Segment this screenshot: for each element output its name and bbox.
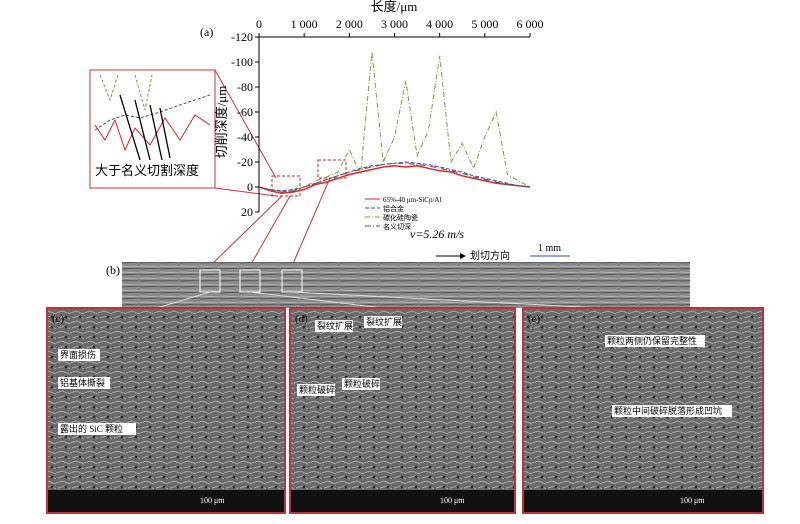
y-tick-label: -120 [231, 30, 253, 44]
panel-label: (e) [528, 313, 541, 325]
note-box [58, 349, 100, 361]
panel-d: 100 μm (d) 裂纹扩展 裂纹扩展 颗粒破碎 颗粒破碎 [289, 307, 516, 514]
direction-arrow [460, 253, 466, 259]
x-tick-label: 6 000 [517, 17, 544, 31]
highlight-box [317, 159, 347, 179]
y-tick-label: -80 [237, 80, 253, 94]
inset-curve [94, 114, 211, 152]
note: 裂纹扩展 [317, 320, 353, 331]
note: 颗粒中间破碎脱落形成凹坑 [614, 405, 722, 416]
x-tick-label: 2 000 [336, 17, 363, 31]
x-tick-label: 1 000 [291, 17, 318, 31]
x-tick-label: 4 000 [426, 17, 453, 31]
series-line [258, 165, 531, 195]
note: 颗粒破碎 [299, 384, 335, 395]
panel-label: (a) [200, 25, 213, 39]
note: 颗粒破碎 [344, 378, 380, 389]
link-line [249, 195, 291, 267]
note-box [58, 377, 110, 389]
note-box [58, 423, 136, 435]
legend-label: 铝合金 [383, 204, 404, 213]
y-tick-label: 0 [247, 180, 253, 194]
zoom-line [214, 187, 277, 197]
x-tick-label: 3 000 [381, 17, 408, 31]
note-box [605, 335, 705, 347]
note: 裂纹扩展 [366, 316, 402, 327]
sem-image [46, 307, 286, 514]
panel-c: 100 μm (c) 界面损伤 铝基体撕裂 露出的 SiC 颗粒 [46, 307, 286, 514]
panel-e: 100 μm (e) 颗粒两侧仍保留完整性 颗粒中间破碎脱落形成凹坑 [522, 307, 764, 514]
inset-curve [94, 94, 211, 131]
legend-label: 65%-40 μm-SiCp/Al [383, 196, 441, 204]
x-tick-label: 0 [256, 17, 262, 31]
speed-note: v=5.26 m/s [410, 227, 464, 241]
link-line [209, 195, 283, 267]
sem-image [289, 307, 516, 514]
direction-label: 划切方向 [470, 249, 510, 262]
y-tick-label: -20 [237, 155, 253, 169]
note: 铝基体撕裂 [60, 377, 105, 388]
note-box [315, 320, 353, 332]
x-tick-label: 5 000 [471, 17, 498, 31]
note-box [612, 405, 732, 417]
sem-footer [48, 490, 284, 512]
y-tick-label: -40 [237, 130, 253, 144]
note: 颗粒两侧仍保留完整性 [607, 335, 697, 346]
zoom-line [214, 69, 277, 179]
scale-label: 100 μm [680, 496, 705, 505]
note: 界面损伤 [60, 349, 96, 360]
series-line [258, 162, 531, 193]
x-axis-label: 长度/μm [371, 0, 418, 14]
inset-arrow [119, 94, 171, 161]
scale-label: 1 mm [538, 243, 561, 254]
y-tick-label: -100 [231, 55, 253, 69]
scale-label: 100 μm [440, 496, 465, 505]
y-axis-label: 切削深度/μm [214, 86, 229, 159]
note: 露出的 SiC 颗粒 [60, 423, 123, 434]
panel-label: (c) [52, 313, 65, 325]
note-box [364, 316, 402, 328]
legend-label: 碳化硅陶瓷 [383, 213, 418, 222]
series-line [258, 51, 531, 193]
scale-label: 100 μm [200, 496, 225, 505]
panel-label: (b) [106, 263, 120, 277]
link-line [291, 177, 331, 267]
inset-curve [99, 74, 153, 111]
inset-label: 大于名义切割深度 [95, 163, 199, 178]
panel-label: (d) [295, 313, 308, 325]
note-box [342, 378, 380, 390]
strip-image [122, 262, 690, 308]
y-tick-label: -60 [237, 105, 253, 119]
legend-label: 名义切深 [383, 222, 411, 231]
note-box [297, 384, 335, 396]
y-tick-label: 20 [241, 205, 253, 219]
highlight-box [271, 175, 301, 197]
sem-footer [291, 490, 514, 512]
sem-footer [524, 490, 762, 512]
